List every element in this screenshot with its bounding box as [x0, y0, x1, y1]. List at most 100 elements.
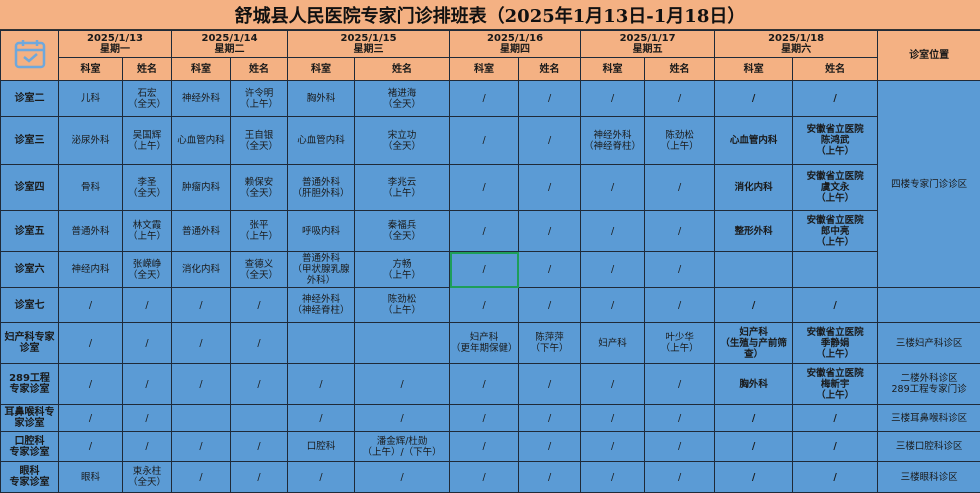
doctor-cell[interactable]: /	[644, 164, 716, 211]
dept-cell[interactable]: /	[714, 287, 794, 323]
dept-cell[interactable]: /	[449, 363, 520, 405]
dept-cell[interactable]	[714, 251, 794, 288]
doctor-cell[interactable]: 陈劲松 （上午）	[644, 116, 716, 165]
doctor-cell[interactable]: 查德义 （全天）	[230, 251, 289, 288]
doctor-cell[interactable]	[230, 404, 289, 432]
dept-cell[interactable]: 心血管内科	[287, 116, 356, 165]
doctor-cell[interactable]: /	[121, 322, 173, 364]
dept-cell[interactable]: /	[449, 461, 520, 493]
doctor-cell[interactable]: /	[644, 461, 716, 493]
doctor-cell[interactable]: 束永柱 （全天）	[121, 461, 173, 493]
doctor-cell[interactable]: /	[792, 404, 879, 432]
dept-cell[interactable]: /	[580, 287, 646, 323]
doctor-cell[interactable]: /	[644, 404, 716, 432]
dept-cell[interactable]: 心血管内科	[714, 116, 794, 165]
dept-cell[interactable]: 妇产科 （更年期保健）	[449, 322, 520, 364]
dept-cell[interactable]: 胸外科	[714, 363, 794, 405]
doctor-cell[interactable]: 宋立功 （全天）	[354, 116, 451, 165]
doctor-cell[interactable]: 褚进海 （全天）	[354, 80, 451, 117]
dept-cell[interactable]: /	[580, 404, 646, 432]
dept-cell[interactable]: /	[58, 431, 123, 462]
dept-cell[interactable]: /	[449, 80, 520, 117]
doctor-cell[interactable]: 陈劲松 （上午）	[354, 287, 451, 323]
doctor-cell[interactable]: /	[230, 363, 289, 405]
doctor-cell[interactable]: /	[792, 80, 879, 117]
dept-cell[interactable]: 眼科	[58, 461, 123, 493]
doctor-cell[interactable]: 王自银 （全天）	[230, 116, 289, 165]
dept-cell[interactable]: /	[714, 80, 794, 117]
dept-cell[interactable]: 普通外科	[171, 210, 232, 252]
doctor-cell[interactable]: 秦福兵 （全天）	[354, 210, 451, 252]
doctor-cell[interactable]: /	[230, 322, 289, 364]
dept-cell[interactable]: 儿科	[58, 80, 123, 117]
dept-cell[interactable]: 肿瘤内科	[171, 164, 232, 211]
doctor-cell[interactable]: 李圣 （全天）	[121, 164, 173, 211]
doctor-cell[interactable]: /	[354, 404, 451, 432]
dept-cell[interactable]: /	[580, 210, 646, 252]
dept-cell[interactable]: /	[171, 461, 232, 493]
dept-cell[interactable]: /	[449, 251, 520, 288]
dept-cell[interactable]: 普通外科	[58, 210, 123, 252]
dept-cell[interactable]: /	[580, 251, 646, 288]
dept-cell[interactable]: 神经内科	[58, 251, 123, 288]
dept-cell[interactable]: 妇产科 （生殖与产前筛 查）	[714, 322, 794, 364]
doctor-cell[interactable]: /	[121, 363, 173, 405]
doctor-cell[interactable]: /	[518, 404, 582, 432]
dept-cell[interactable]: 呼吸内科	[287, 210, 356, 252]
dept-cell[interactable]: /	[449, 210, 520, 252]
dept-cell[interactable]: /	[580, 461, 646, 493]
doctor-cell[interactable]: /	[644, 363, 716, 405]
doctor-cell[interactable]: /	[121, 431, 173, 462]
dept-cell[interactable]: /	[449, 287, 520, 323]
dept-cell[interactable]	[171, 404, 232, 432]
doctor-cell[interactable]: 林文霞 （上午）	[121, 210, 173, 252]
dept-cell[interactable]: /	[58, 404, 123, 432]
doctor-cell[interactable]: /	[230, 461, 289, 493]
dept-cell[interactable]: /	[714, 404, 794, 432]
doctor-cell[interactable]: 叶少华 （上午）	[644, 322, 716, 364]
dept-cell[interactable]: 口腔科	[287, 431, 356, 462]
doctor-cell[interactable]: 李兆云 （上午）	[354, 164, 451, 211]
doctor-cell[interactable]: 张嵘峥 （全天）	[121, 251, 173, 288]
dept-cell[interactable]: /	[449, 431, 520, 462]
doctor-cell[interactable]: 石宏 （全天）	[121, 80, 173, 117]
dept-cell[interactable]: 妇产科	[580, 322, 646, 364]
dept-cell[interactable]: 胸外科	[287, 80, 356, 117]
doctor-cell[interactable]: 陈萍萍 （下午）	[518, 322, 582, 364]
dept-cell[interactable]: /	[58, 287, 123, 323]
doctor-cell[interactable]: 安徽省立医院 虞文永 （上午）	[792, 164, 879, 211]
dept-cell[interactable]: /	[58, 363, 123, 405]
doctor-cell[interactable]: 方畅 （上午）	[354, 251, 451, 288]
doctor-cell[interactable]: /	[644, 287, 716, 323]
doctor-cell[interactable]: /	[518, 80, 582, 117]
dept-cell[interactable]: /	[449, 404, 520, 432]
dept-cell[interactable]: /	[449, 116, 520, 165]
doctor-cell[interactable]	[354, 322, 451, 364]
dept-cell[interactable]: /	[58, 322, 123, 364]
dept-cell[interactable]: /	[171, 287, 232, 323]
dept-cell[interactable]: /	[580, 363, 646, 405]
dept-cell[interactable]: /	[714, 461, 794, 493]
dept-cell[interactable]: /	[287, 363, 356, 405]
dept-cell[interactable]: 神经外科 （神经脊柱）	[287, 287, 356, 323]
dept-cell[interactable]: /	[171, 322, 232, 364]
dept-cell[interactable]: /	[287, 461, 356, 493]
doctor-cell[interactable]: /	[354, 363, 451, 405]
dept-cell[interactable]: 整形外科	[714, 210, 794, 252]
doctor-cell[interactable]: /	[644, 251, 716, 288]
doctor-cell[interactable]: /	[644, 431, 716, 462]
dept-cell[interactable]: /	[580, 431, 646, 462]
doctor-cell[interactable]: /	[518, 116, 582, 165]
doctor-cell[interactable]: 吴国辉 （上午）	[121, 116, 173, 165]
doctor-cell[interactable]: /	[518, 431, 582, 462]
dept-cell[interactable]: 神经外科 （神经脊柱）	[580, 116, 646, 165]
doctor-cell[interactable]: /	[518, 251, 582, 288]
doctor-cell[interactable]: /	[121, 404, 173, 432]
doctor-cell[interactable]: /	[354, 461, 451, 493]
dept-cell[interactable]: /	[714, 431, 794, 462]
doctor-cell[interactable]: /	[518, 363, 582, 405]
doctor-cell[interactable]: /	[644, 210, 716, 252]
doctor-cell[interactable]: 许令明 （上午）	[230, 80, 289, 117]
dept-cell[interactable]: 神经外科	[171, 80, 232, 117]
doctor-cell[interactable]: /	[518, 461, 582, 493]
